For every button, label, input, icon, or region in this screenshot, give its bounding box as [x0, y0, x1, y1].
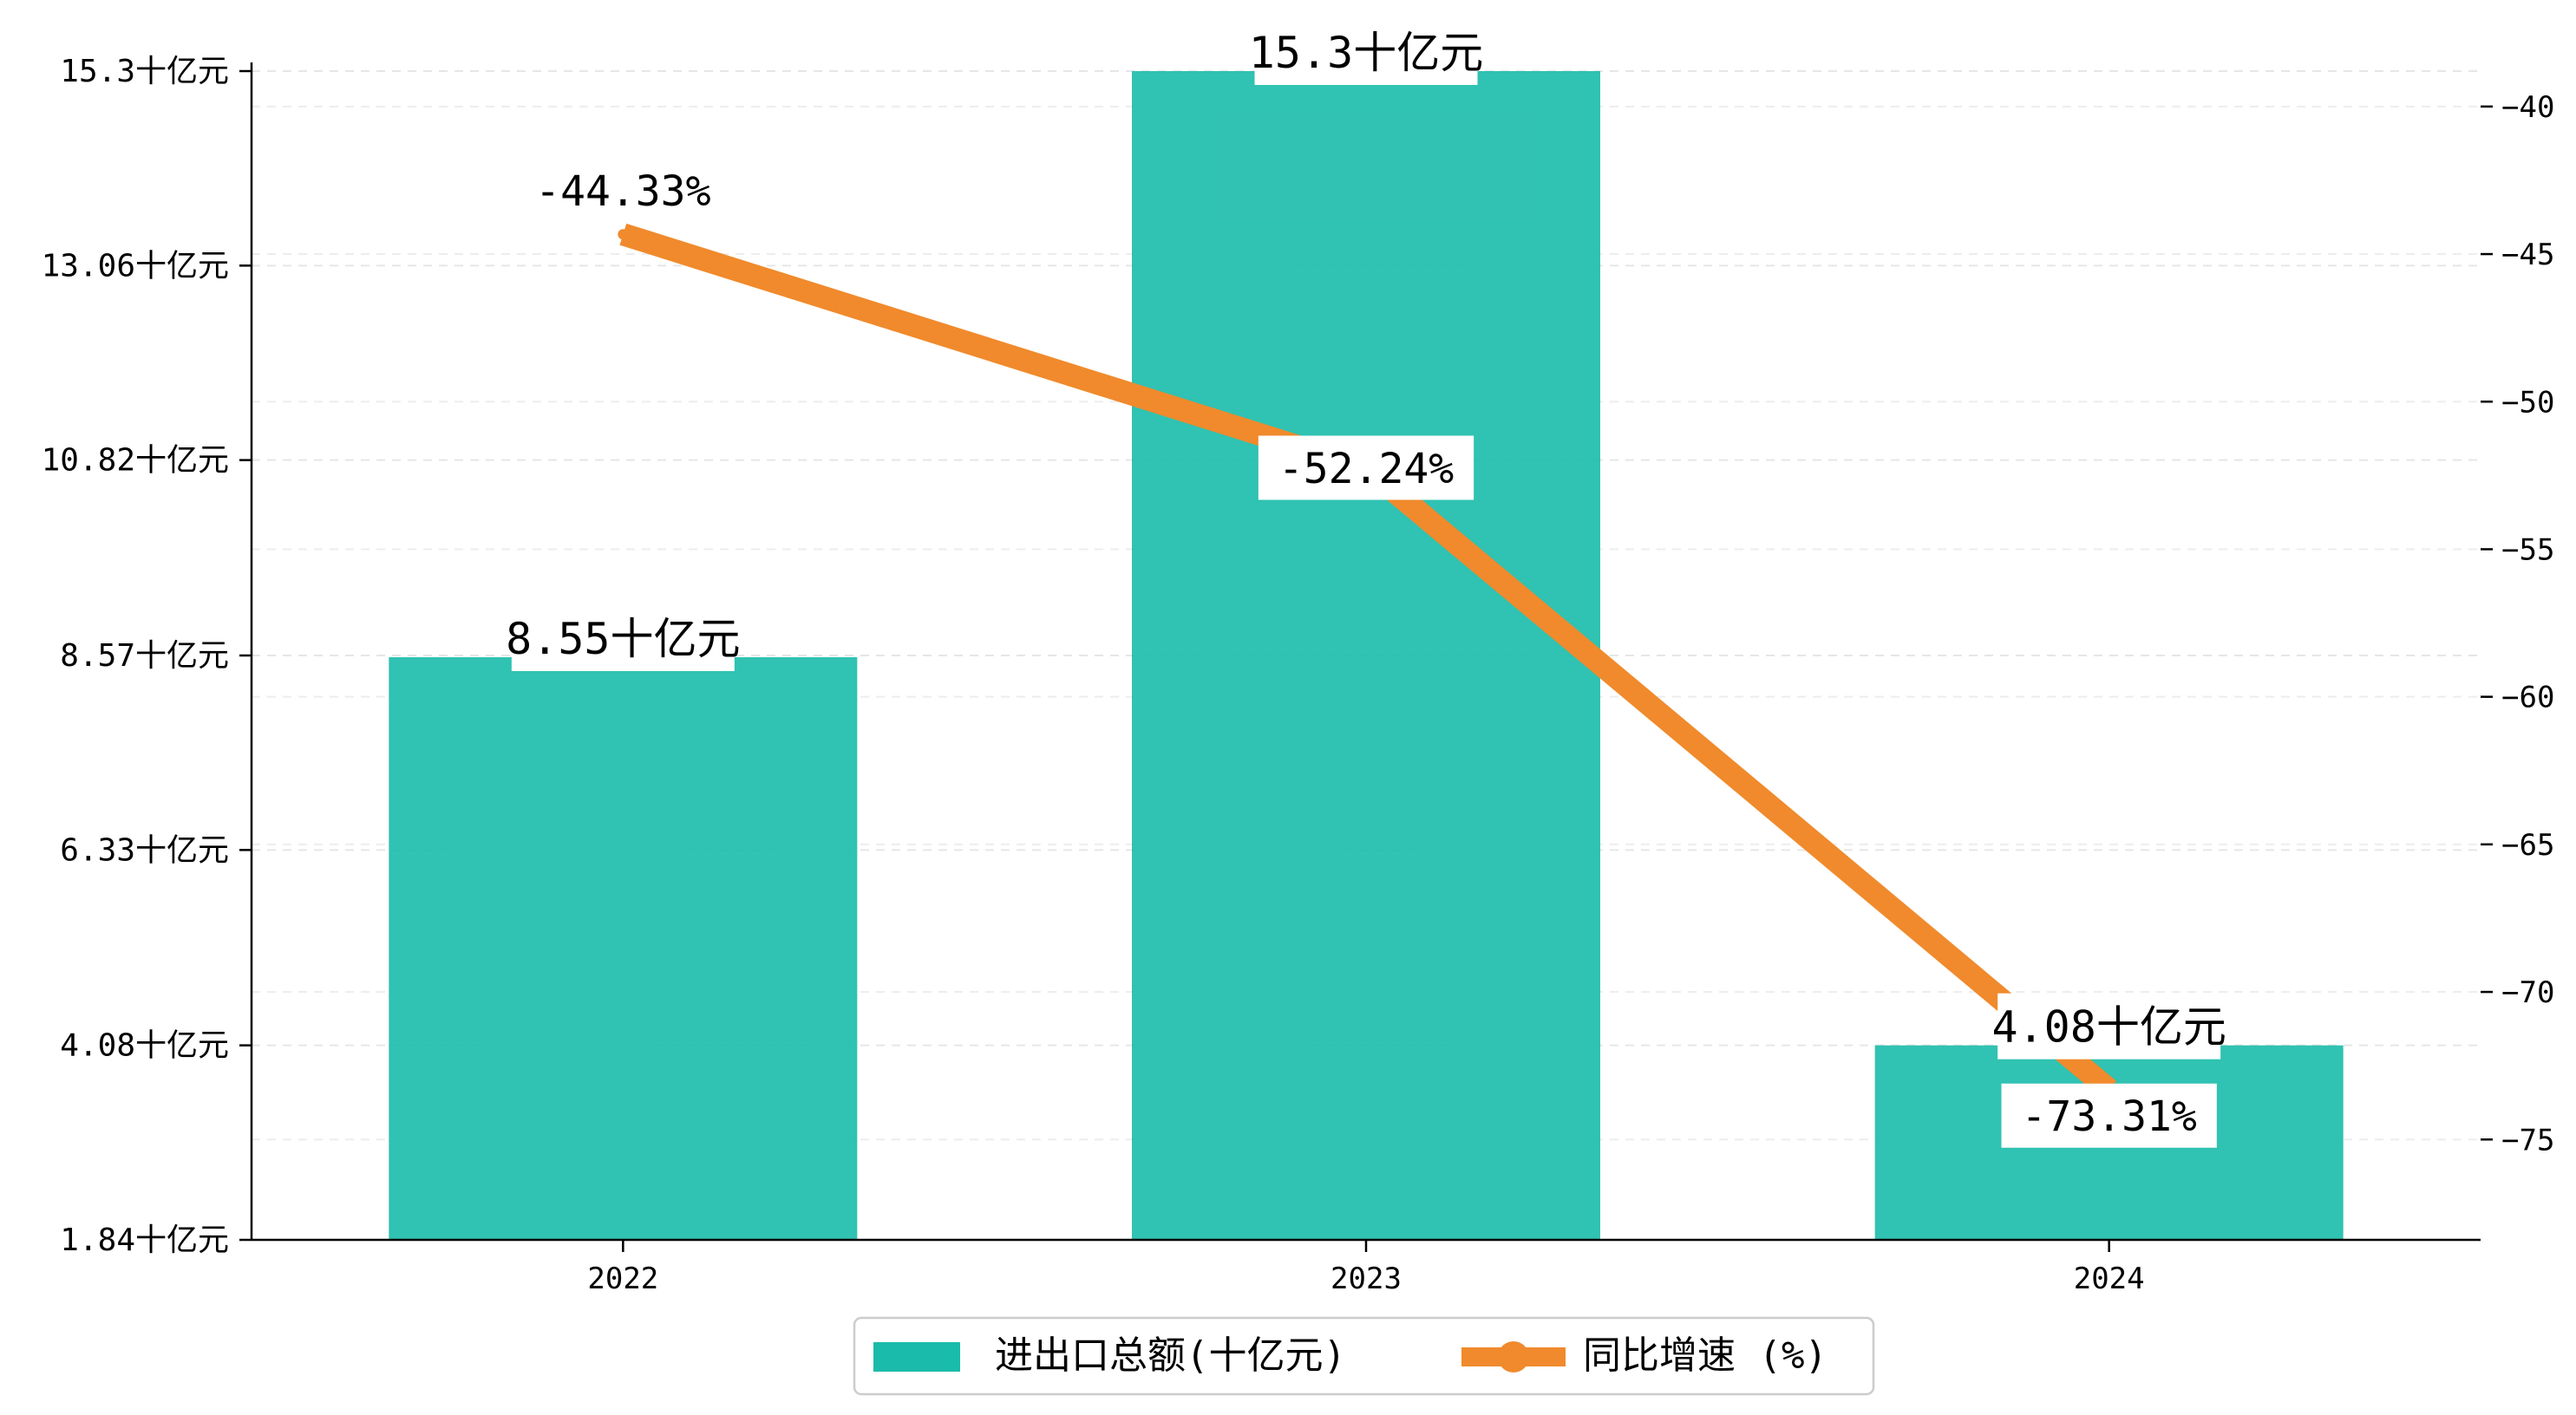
- left-tick-label: 1.84十亿元: [60, 1223, 229, 1258]
- bar-value-label: 15.3十亿元: [1249, 28, 1483, 78]
- legend-label-bar: 进出口总额(十亿元): [995, 1333, 1346, 1378]
- data-labels: 8.55十亿元 15.3十亿元 4.08十亿元 -44.33% -52.24% -73.3…: [506, 19, 2226, 1148]
- left-tick-label: 8.57十亿元: [60, 638, 229, 674]
- right-tick-label: −50: [2501, 385, 2554, 420]
- left-tick-label: 6.33十亿元: [60, 832, 229, 868]
- right-tick-label: −70: [2501, 975, 2554, 1010]
- legend-swatch-bar: [873, 1342, 960, 1372]
- right-tick-label: −40: [2501, 90, 2554, 125]
- line-value-label: -44.33%: [535, 167, 710, 216]
- right-tick-label: −65: [2501, 828, 2554, 863]
- legend-box: [853, 1316, 1875, 1396]
- right-tick-label: −55: [2501, 532, 2554, 567]
- right-tick-label: −75: [2501, 1123, 2554, 1157]
- line-value-label: -52.24%: [1278, 445, 1454, 493]
- right-tick-label: −45: [2501, 238, 2554, 272]
- bar-value-label: 8.55十亿元: [506, 614, 740, 664]
- bar-2023: [1132, 71, 1600, 1240]
- line-value-label-box: [2001, 1083, 2217, 1148]
- left-tick-label: 13.06十亿元: [42, 248, 229, 284]
- axes: 1.84十亿元 4.08十亿元 6.33十亿元 8.57十亿元 10.82十亿元 13.0…: [42, 54, 2555, 1296]
- x-tick-label: 2024: [2074, 1262, 2145, 1296]
- left-tick-label: 15.3十亿元: [60, 54, 229, 89]
- bar-value-label-box: [1997, 993, 2221, 1060]
- line-value-label: -73.31%: [2022, 1092, 2197, 1141]
- bar-value-label-box: [511, 605, 735, 672]
- left-tick-label: 4.08十亿元: [60, 1028, 229, 1064]
- legend-swatch-marker: [1498, 1341, 1529, 1373]
- growth-point-2022: [618, 229, 629, 240]
- bar-value-label: 4.08十亿元: [1991, 1002, 2226, 1053]
- bar-2022: [389, 657, 858, 1240]
- legend: 进出口总额(十亿元) 同比增速 (%): [853, 1316, 1875, 1396]
- x-tick-label: 2023: [1330, 1262, 1402, 1296]
- legend-label-line: 同比增速 (%): [1583, 1333, 1827, 1378]
- right-tick-label: −60: [2501, 681, 2554, 715]
- bar-value-label-box: [1254, 19, 1478, 85]
- line-value-label-box: [1258, 435, 1474, 500]
- x-tick-label: 2022: [587, 1262, 658, 1296]
- left-tick-label: 10.82十亿元: [42, 443, 229, 479]
